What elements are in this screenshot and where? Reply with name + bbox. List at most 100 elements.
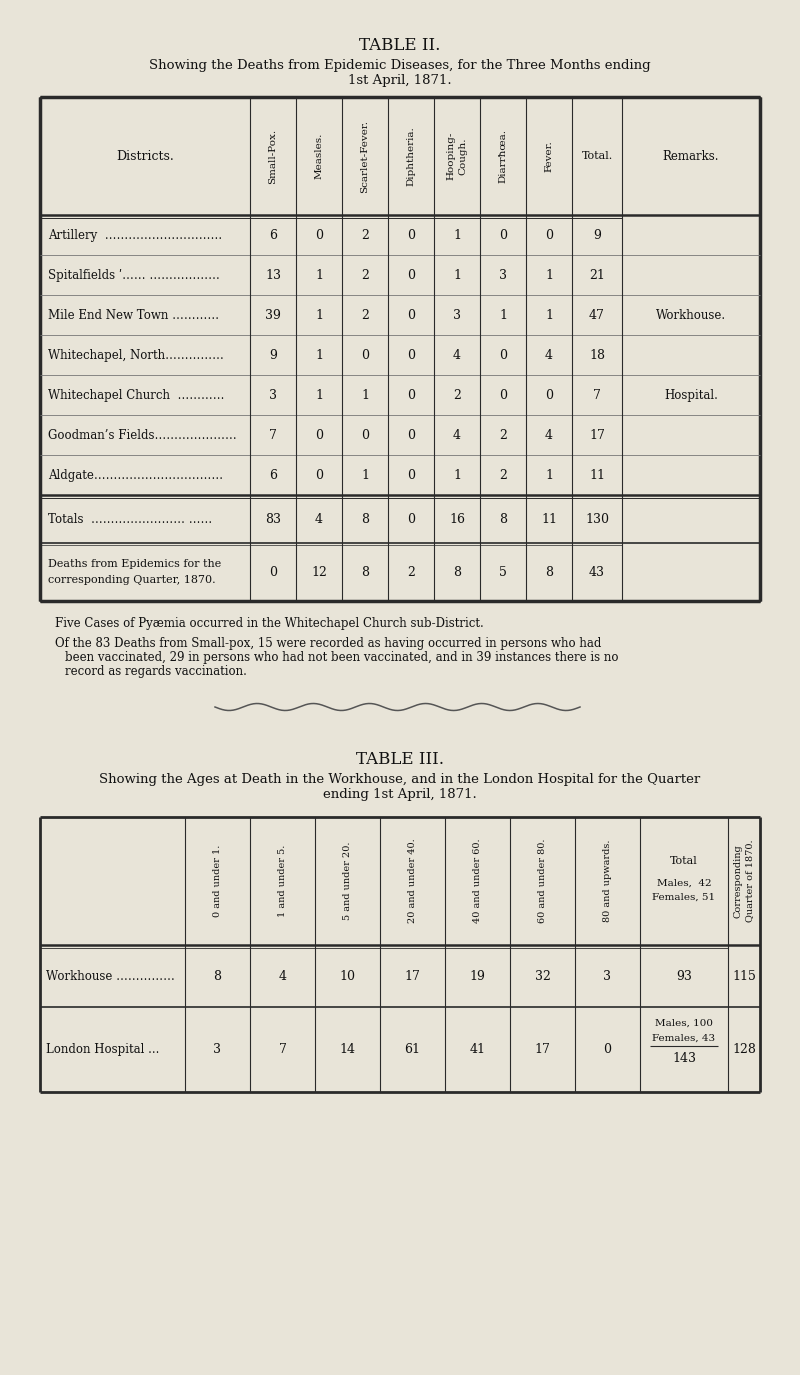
Text: 8: 8 (453, 565, 461, 579)
Text: 14: 14 (339, 1044, 355, 1056)
Text: 41: 41 (470, 1044, 486, 1056)
Text: 1: 1 (315, 268, 323, 282)
Text: Females, 43: Females, 43 (653, 1034, 715, 1042)
Text: been vaccinated, 29 in persons who had not been vaccinated, and in 39 instances : been vaccinated, 29 in persons who had n… (65, 650, 618, 664)
Text: Small-Pox.: Small-Pox. (269, 128, 278, 184)
Text: 115: 115 (732, 969, 756, 983)
Text: Workhouse.: Workhouse. (656, 308, 726, 322)
Text: 5: 5 (499, 565, 507, 579)
Text: 8: 8 (361, 513, 369, 525)
Text: 0: 0 (407, 429, 415, 441)
Text: 7: 7 (269, 429, 277, 441)
Text: 4: 4 (278, 969, 286, 983)
Text: 61: 61 (405, 1044, 421, 1056)
Text: 12: 12 (311, 565, 327, 579)
Text: 40 and under 60.: 40 and under 60. (473, 839, 482, 924)
Text: 2: 2 (407, 565, 415, 579)
Text: Showing the Deaths from Epidemic Diseases, for the Three Months ending: Showing the Deaths from Epidemic Disease… (149, 59, 651, 72)
Text: 13: 13 (265, 268, 281, 282)
Text: Fever.: Fever. (545, 140, 554, 172)
Text: 2: 2 (499, 429, 507, 441)
Text: Deaths from Epidemics for the: Deaths from Epidemics for the (48, 560, 222, 569)
Text: 17: 17 (589, 429, 605, 441)
Text: Whitechapel, North……………: Whitechapel, North…………… (48, 348, 224, 362)
Text: 1: 1 (453, 228, 461, 242)
Text: 4: 4 (453, 348, 461, 362)
Text: Males, 100: Males, 100 (655, 1019, 713, 1027)
Text: 3: 3 (453, 308, 461, 322)
Text: Measles.: Measles. (314, 133, 323, 179)
Text: 83: 83 (265, 513, 281, 525)
Text: 17: 17 (534, 1044, 550, 1056)
Text: London Hospital ...: London Hospital ... (46, 1044, 159, 1056)
Text: 1: 1 (315, 308, 323, 322)
Text: Total: Total (670, 857, 698, 866)
Text: 32: 32 (534, 969, 550, 983)
Text: 7: 7 (278, 1044, 286, 1056)
Text: 0: 0 (269, 565, 277, 579)
Text: 0: 0 (407, 469, 415, 481)
Text: Artillery  …………………………: Artillery ………………………… (48, 228, 222, 242)
Text: Hospital.: Hospital. (664, 389, 718, 401)
Text: 1: 1 (361, 469, 369, 481)
Text: Males,  42: Males, 42 (657, 879, 711, 887)
Text: ending 1st April, 1871.: ending 1st April, 1871. (323, 788, 477, 800)
Text: 21: 21 (589, 268, 605, 282)
Text: 0: 0 (407, 389, 415, 401)
Text: 1: 1 (315, 389, 323, 401)
Text: 17: 17 (405, 969, 421, 983)
Text: 0: 0 (499, 389, 507, 401)
Text: 0: 0 (545, 389, 553, 401)
Text: TABLE II.: TABLE II. (359, 37, 441, 54)
Text: record as regards vaccination.: record as regards vaccination. (65, 666, 247, 678)
Text: 2: 2 (453, 389, 461, 401)
Text: 8: 8 (499, 513, 507, 525)
Text: 0: 0 (603, 1044, 611, 1056)
Text: Hooping-
Cough.: Hooping- Cough. (447, 132, 467, 180)
Text: 0: 0 (407, 513, 415, 525)
Text: 1st April, 1871.: 1st April, 1871. (348, 73, 452, 87)
Text: 3: 3 (269, 389, 277, 401)
Text: Diarrħœa.: Diarrħœa. (498, 129, 507, 183)
Text: 43: 43 (589, 565, 605, 579)
Text: 1: 1 (453, 469, 461, 481)
Text: 0: 0 (499, 348, 507, 362)
Text: corresponding Quarter, 1870.: corresponding Quarter, 1870. (48, 575, 216, 584)
Text: 1 and under 5.: 1 and under 5. (278, 844, 287, 917)
Text: 18: 18 (589, 348, 605, 362)
Text: 80 and upwards.: 80 and upwards. (603, 840, 612, 923)
Text: 2: 2 (361, 268, 369, 282)
Text: Districts.: Districts. (116, 150, 174, 162)
Text: 5 and under 20.: 5 and under 20. (343, 842, 352, 920)
Text: Remarks.: Remarks. (662, 150, 719, 162)
Text: 143: 143 (672, 1052, 696, 1066)
Text: 1: 1 (361, 389, 369, 401)
Text: Goodman’s Fields…………………: Goodman’s Fields………………… (48, 429, 237, 441)
Text: 2: 2 (499, 469, 507, 481)
Text: 1: 1 (545, 268, 553, 282)
Text: 2: 2 (361, 308, 369, 322)
Text: 0: 0 (545, 228, 553, 242)
Text: 4: 4 (315, 513, 323, 525)
Text: 4: 4 (545, 429, 553, 441)
Text: 0: 0 (407, 348, 415, 362)
Text: 0: 0 (407, 268, 415, 282)
Text: 0: 0 (499, 228, 507, 242)
Text: 60 and under 80.: 60 and under 80. (538, 839, 547, 923)
Text: Corresponding
Quarter of 1870.: Corresponding Quarter of 1870. (734, 840, 754, 923)
Text: Aldgate……………………………: Aldgate…………………………… (48, 469, 223, 481)
Text: 130: 130 (585, 513, 609, 525)
Text: 8: 8 (214, 969, 222, 983)
Text: 47: 47 (589, 308, 605, 322)
Text: 10: 10 (339, 969, 355, 983)
Text: 0: 0 (407, 308, 415, 322)
Text: 0: 0 (315, 429, 323, 441)
Text: Diphtheria.: Diphtheria. (406, 126, 415, 186)
Text: 8: 8 (545, 565, 553, 579)
Text: 0: 0 (361, 429, 369, 441)
Text: Showing the Ages at Death in the Workhouse, and in the London Hospital for the Q: Showing the Ages at Death in the Workhou… (99, 773, 701, 785)
Text: 3: 3 (214, 1044, 222, 1056)
Text: TABLE III.: TABLE III. (356, 751, 444, 767)
Text: 8: 8 (361, 565, 369, 579)
Text: 2: 2 (361, 228, 369, 242)
